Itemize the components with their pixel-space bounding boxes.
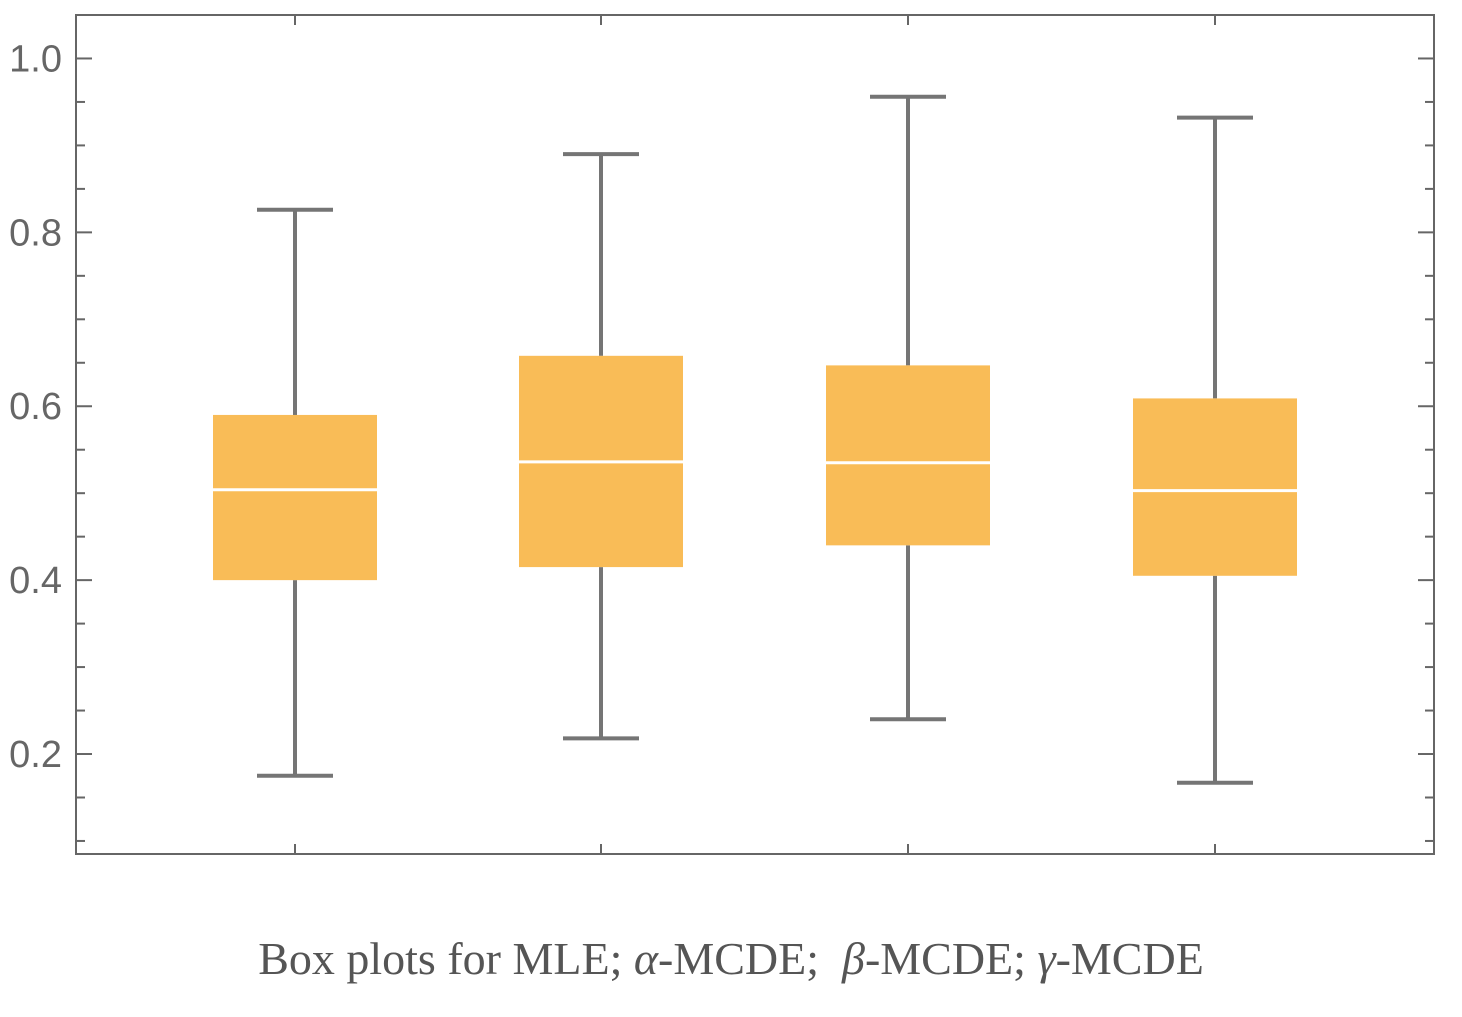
y-tick-label: 0.6	[9, 386, 62, 428]
caption-prefix: Box plots for MLE;	[258, 933, 634, 984]
y-tick-label: 0.4	[9, 560, 62, 602]
caption-beta: β	[842, 933, 865, 984]
caption-alpha: α	[633, 933, 659, 984]
caption-alpha-rest: -MCDE;	[658, 933, 843, 984]
caption-gamma: γ	[1037, 933, 1056, 984]
chart-caption: Box plots for MLE; α-MCDE; β-MCDE; γ-MCD…	[0, 932, 1462, 985]
y-tick-label: 0.2	[9, 734, 62, 776]
y-tick-label: 1.0	[9, 38, 62, 80]
box-iqr	[1133, 398, 1297, 576]
box-iqr	[826, 365, 990, 546]
y-tick-label: 0.8	[9, 212, 62, 254]
caption-beta-rest: -MCDE;	[864, 933, 1038, 984]
plot-frame	[75, 14, 1435, 855]
box-iqr	[213, 414, 377, 581]
caption-gamma-rest: -MCDE	[1055, 933, 1204, 984]
